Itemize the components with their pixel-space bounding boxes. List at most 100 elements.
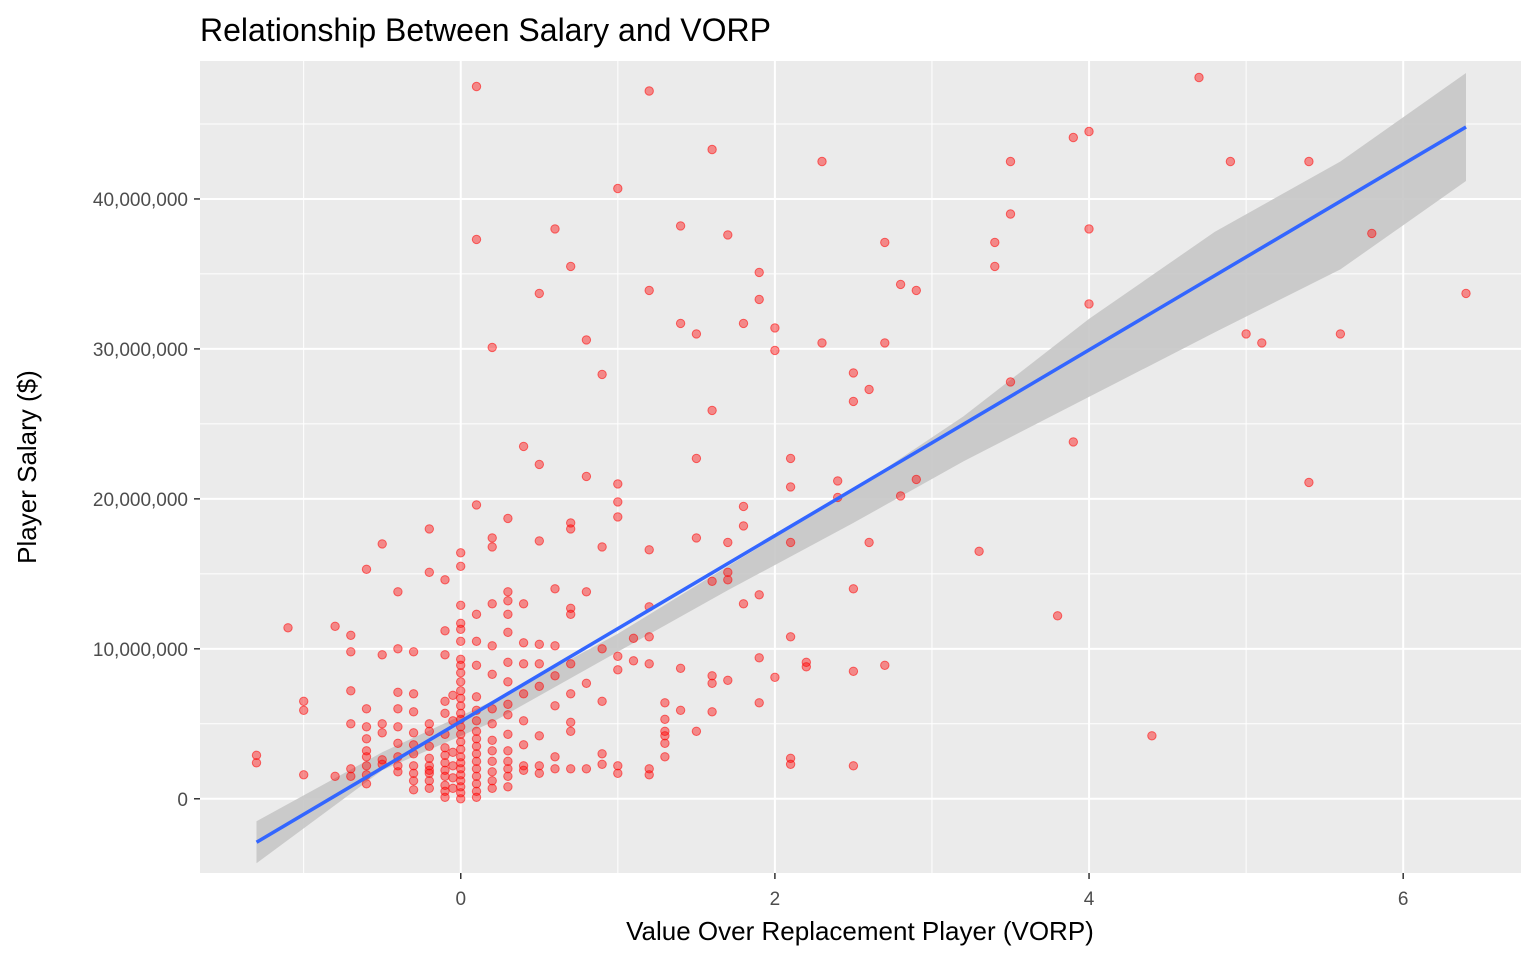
data-point: [518, 740, 529, 750]
x-axis-title: Value Over Replacement Player (VORP): [626, 916, 1094, 946]
data-point: [408, 768, 419, 778]
data-point: [660, 714, 670, 724]
data-point: [440, 696, 450, 706]
data-point: [424, 776, 434, 786]
data-point: [597, 696, 607, 706]
data-point: [675, 705, 686, 715]
data-point: [424, 753, 434, 763]
data-point: [456, 701, 466, 711]
data-point: [1005, 156, 1016, 167]
data-point: [707, 576, 717, 586]
data-point: [1084, 126, 1094, 137]
data-point: [487, 342, 497, 353]
data-point: [440, 626, 450, 636]
data-point: [408, 689, 419, 699]
data-point: [503, 746, 513, 756]
data-point: [456, 693, 466, 703]
data-point: [503, 609, 513, 619]
data-point: [518, 765, 529, 775]
data-point: [550, 701, 560, 711]
data-point: [503, 729, 513, 739]
data-point: [675, 663, 686, 673]
data-point: [534, 459, 544, 470]
y-tick-label: 10,000,000: [93, 640, 188, 661]
data-point: [613, 479, 623, 489]
data-point: [471, 500, 482, 510]
y-tick-label: 40,000,000: [93, 190, 188, 211]
fit-line-layer: [255, 125, 1467, 844]
data-point: [361, 722, 372, 732]
data-point: [566, 524, 576, 534]
data-point: [660, 752, 670, 762]
data-point: [597, 759, 607, 769]
data-point: [534, 288, 544, 299]
data-point: [487, 767, 497, 777]
data-point: [1304, 477, 1314, 488]
data-point: [660, 731, 670, 741]
data-point: [1005, 209, 1016, 219]
data-point: [471, 692, 482, 702]
data-point: [723, 575, 733, 585]
data-point: [471, 734, 482, 744]
data-point: [880, 660, 890, 670]
data-point: [487, 669, 497, 679]
data-point: [864, 537, 874, 548]
data-point: [487, 746, 497, 756]
data-point: [534, 768, 544, 778]
data-point: [1005, 377, 1016, 387]
data-point: [448, 773, 458, 783]
data-point: [518, 716, 529, 726]
data-point: [707, 678, 717, 688]
data-point: [456, 737, 466, 747]
data-point: [581, 587, 592, 597]
data-point: [691, 533, 702, 543]
data-point: [566, 261, 576, 272]
data-point: [448, 690, 458, 700]
data-point: [770, 323, 780, 333]
data-point: [785, 759, 796, 769]
data-point: [738, 521, 749, 531]
data-point: [848, 396, 859, 407]
data-point: [566, 726, 576, 736]
data-point: [707, 671, 717, 681]
data-point: [723, 675, 733, 685]
data-point: [377, 719, 387, 729]
data-point: [518, 659, 529, 669]
data-point: [660, 738, 670, 748]
data-point: [581, 335, 592, 345]
data-point: [424, 768, 434, 778]
data-point: [408, 761, 419, 771]
data-point: [738, 318, 749, 329]
data-point: [503, 699, 513, 709]
data-point: [581, 764, 592, 774]
data-point: [738, 501, 749, 512]
regression-line: [255, 125, 1467, 844]
x-tick-label: 2: [770, 889, 781, 910]
x-tick-label: 6: [1398, 889, 1409, 910]
data-point: [440, 771, 450, 781]
data-point: [361, 761, 372, 771]
data-point: [456, 794, 466, 804]
data-point: [503, 627, 513, 637]
data-point: [503, 587, 513, 597]
y-tick-label: 30,000,000: [93, 340, 188, 361]
data-point: [471, 792, 482, 802]
data-point: [534, 731, 544, 741]
data-point: [487, 719, 497, 729]
data-point: [707, 405, 717, 416]
data-point: [440, 750, 450, 760]
data-point: [393, 687, 403, 697]
data-point: [785, 482, 796, 492]
data-point: [550, 641, 560, 651]
data-point: [503, 657, 513, 667]
data-point: [471, 749, 482, 759]
data-point: [377, 728, 387, 738]
data-point: [456, 686, 466, 696]
data-point: [817, 156, 827, 167]
data-point: [597, 542, 607, 552]
data-point: [848, 666, 859, 676]
data-point: [393, 587, 403, 597]
data-point: [911, 285, 921, 296]
data-point: [785, 632, 796, 642]
data-point: [848, 761, 859, 771]
